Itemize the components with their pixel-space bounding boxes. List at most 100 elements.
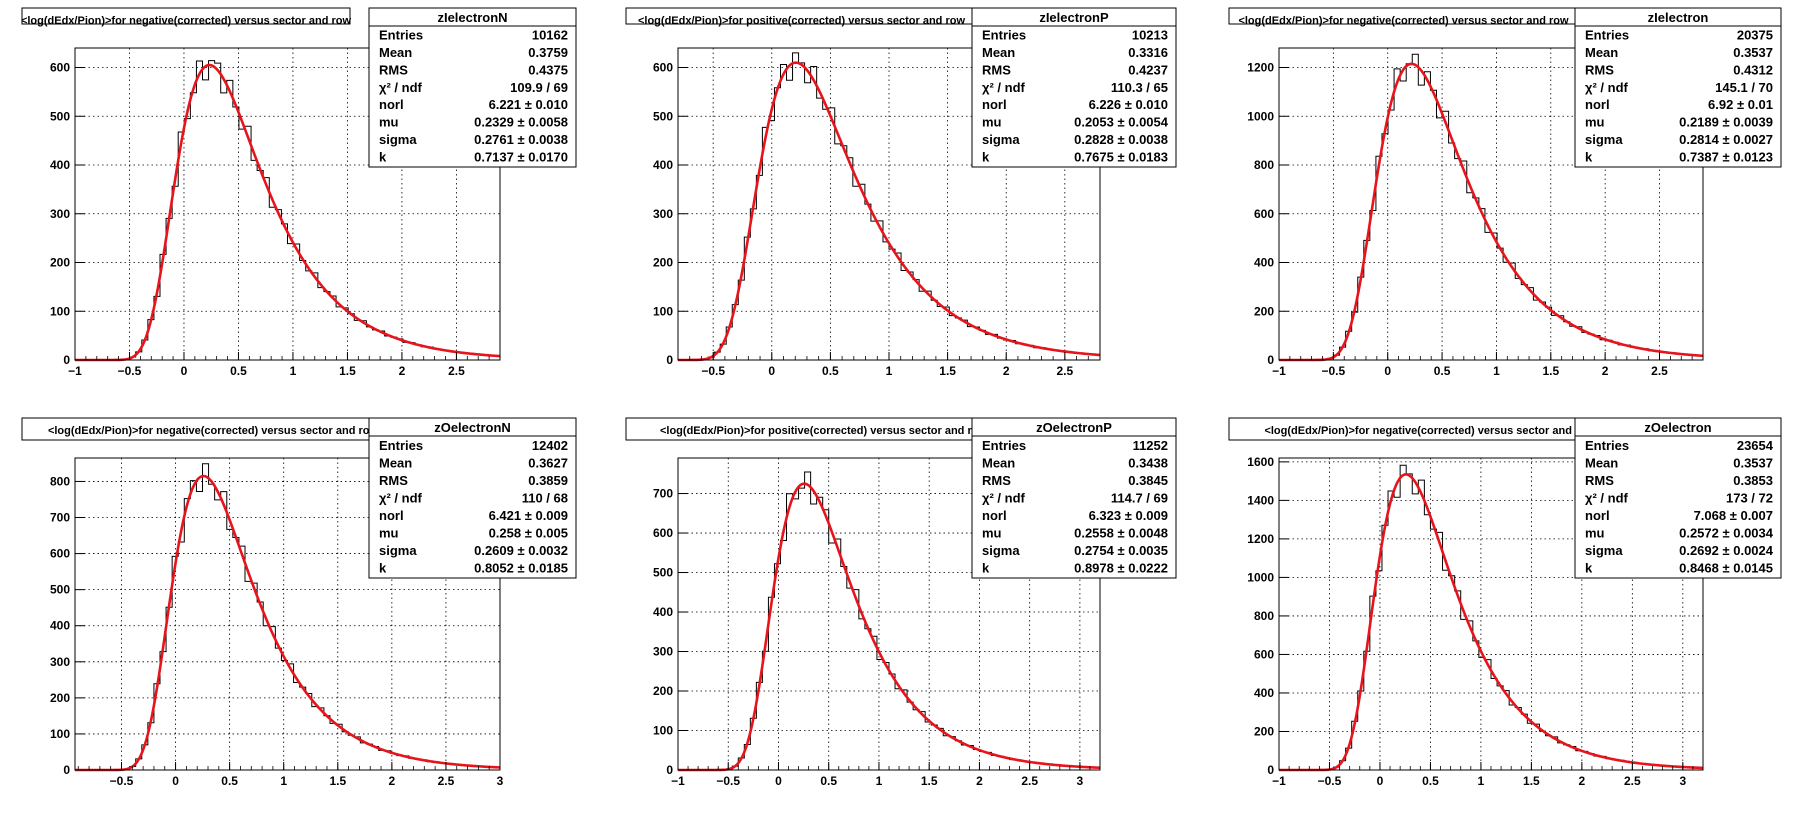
stats-value: 0.7675 ± 0.0183 bbox=[1074, 149, 1168, 164]
y-tick-label: 100 bbox=[50, 727, 70, 741]
fit-curve bbox=[1279, 62, 1704, 362]
x-tick-label: 3 bbox=[1077, 774, 1084, 788]
stats-value: 6.323 ± 0.009 bbox=[1089, 508, 1168, 523]
fit-curve bbox=[678, 61, 1101, 362]
x-tick-label: 2.5 bbox=[448, 364, 465, 378]
stats-value: 0.3759 bbox=[528, 45, 568, 60]
y-tick-label: 800 bbox=[1254, 158, 1274, 172]
y-tick-label: 700 bbox=[50, 511, 70, 525]
x-tick-label: 1 bbox=[280, 774, 287, 788]
stats-label: Mean bbox=[982, 455, 1015, 470]
x-tick-label: 1 bbox=[1493, 364, 1500, 378]
stats-label: χ² / ndf bbox=[379, 490, 423, 505]
fit-curve bbox=[678, 482, 1101, 772]
x-tick-label: 1 bbox=[886, 364, 893, 378]
x-tick-label: 2.5 bbox=[438, 774, 455, 788]
x-tick-label: −0.5 bbox=[1318, 774, 1342, 788]
y-tick-label: 200 bbox=[1254, 304, 1274, 318]
stats-box bbox=[1574, 7, 1782, 168]
histogram-name: zOelectronP bbox=[1036, 420, 1112, 435]
x-tick-label: 0.5 bbox=[221, 774, 238, 788]
stats-value: 109.9 / 69 bbox=[510, 80, 568, 95]
x-tick-label: 0.5 bbox=[1434, 364, 1451, 378]
stats-value: 110 / 68 bbox=[522, 490, 568, 505]
title-box bbox=[21, 7, 351, 25]
stats-value: 0.2558 ± 0.0048 bbox=[1074, 525, 1168, 540]
histogram-title: <log(dEdx/Pion)>for positive(corrected) … bbox=[660, 425, 987, 437]
histogram-name: zIelectron bbox=[1648, 10, 1709, 25]
stats-value: 6.421 ± 0.009 bbox=[489, 508, 568, 523]
x-tick-label: 2 bbox=[976, 774, 983, 788]
x-tick-label: −0.5 bbox=[701, 364, 725, 378]
x-tick-label: 0 bbox=[181, 364, 188, 378]
y-tick-label: 0 bbox=[666, 353, 673, 367]
stats-label: Entries bbox=[379, 28, 423, 43]
stats-label: k bbox=[1585, 560, 1593, 575]
y-tick-label: 500 bbox=[653, 566, 673, 580]
y-tick-label: 400 bbox=[50, 619, 70, 633]
x-tick-label: 2 bbox=[1003, 364, 1010, 378]
histogram-panel-6: −1 −0.5 0 0.5 1 1.5 2 2.5 3 0 200 400 600 800 1000 1200… bbox=[1228, 417, 1782, 788]
stats-value: 0.4237 bbox=[1128, 62, 1168, 77]
x-tick-label: 2 bbox=[1579, 774, 1586, 788]
y-tick-label: 0 bbox=[63, 763, 70, 777]
stats-value: 0.2814 ± 0.0027 bbox=[1679, 132, 1773, 147]
histogram-panel-5: −1 −0.5 0 0.5 1 1.5 2 2.5 3 0 100 200 300 400 500 600 70… bbox=[625, 417, 1177, 788]
stats-label: χ² / ndf bbox=[982, 80, 1026, 95]
stats-label: mu bbox=[982, 525, 1002, 540]
stats-label: mu bbox=[1585, 115, 1605, 130]
y-tick-label: 800 bbox=[50, 474, 70, 488]
y-tick-label: 1000 bbox=[1247, 109, 1274, 123]
stats-label: Mean bbox=[379, 455, 412, 470]
y-tick-label: 100 bbox=[653, 304, 673, 318]
stats-value: 0.3853 bbox=[1733, 473, 1773, 488]
stats-value: 10213 bbox=[1132, 28, 1168, 43]
histogram-name: zOelectron bbox=[1644, 420, 1711, 435]
stats-label: Entries bbox=[982, 28, 1026, 43]
stats-label: Mean bbox=[982, 45, 1015, 60]
y-tick-label: 1200 bbox=[1247, 532, 1274, 546]
stats-value: 6.92 ± 0.01 bbox=[1708, 97, 1773, 112]
y-tick-label: 200 bbox=[653, 684, 673, 698]
x-tick-label: 1.5 bbox=[939, 364, 956, 378]
y-tick-label: 600 bbox=[1254, 647, 1274, 661]
stats-label: Entries bbox=[1585, 438, 1629, 453]
y-tick-label: 300 bbox=[653, 207, 673, 221]
x-tick-label: 3 bbox=[497, 774, 504, 788]
x-tick-label: −1 bbox=[1272, 364, 1286, 378]
x-tick-label: −0.5 bbox=[110, 774, 134, 788]
y-tick-label: 1400 bbox=[1247, 493, 1274, 507]
stats-value: 10162 bbox=[532, 28, 568, 43]
y-tick-label: 1600 bbox=[1247, 455, 1274, 469]
stats-label: RMS bbox=[379, 62, 408, 77]
stats-value: 0.258 ± 0.005 bbox=[489, 525, 568, 540]
stats-value: 110.3 / 65 bbox=[1111, 80, 1168, 95]
plot-frame bbox=[1278, 47, 1704, 361]
x-tick-label: 0 bbox=[172, 774, 179, 788]
x-tick-label: 3 bbox=[1679, 774, 1686, 788]
stats-value: 0.2828 ± 0.0038 bbox=[1074, 132, 1168, 147]
stats-value: 0.2692 ± 0.0024 bbox=[1679, 543, 1774, 558]
x-tick-label: 2 bbox=[389, 774, 396, 788]
stats-value: 0.2754 ± 0.0035 bbox=[1074, 543, 1168, 558]
stats-value: 11252 bbox=[1133, 438, 1168, 453]
x-tick-label: 2.5 bbox=[1624, 774, 1641, 788]
stats-value: 0.8052 ± 0.0185 bbox=[474, 560, 568, 575]
stats-value: 0.3537 bbox=[1733, 45, 1773, 60]
histogram-panel-4: −0.5 0 0.5 1 1.5 2 2.5 3 0 100 200 300 400 500 600 700 8… bbox=[21, 417, 577, 788]
y-tick-label: 500 bbox=[50, 583, 70, 597]
x-tick-label: 0 bbox=[775, 774, 782, 788]
y-tick-label: 600 bbox=[50, 547, 70, 561]
stats-label: sigma bbox=[982, 543, 1020, 558]
x-tick-label: 1 bbox=[876, 774, 883, 788]
y-tick-label: 0 bbox=[1267, 763, 1274, 777]
stats-box bbox=[971, 7, 1177, 168]
stats-label: mu bbox=[982, 115, 1002, 130]
y-tick-label: 200 bbox=[653, 256, 673, 270]
stats-label: Entries bbox=[982, 438, 1026, 453]
y-tick-label: 1200 bbox=[1247, 61, 1274, 75]
stats-label: sigma bbox=[1585, 132, 1623, 147]
x-tick-label: 1 bbox=[1478, 774, 1485, 788]
stats-value: 6.221 ± 0.010 bbox=[489, 97, 568, 112]
